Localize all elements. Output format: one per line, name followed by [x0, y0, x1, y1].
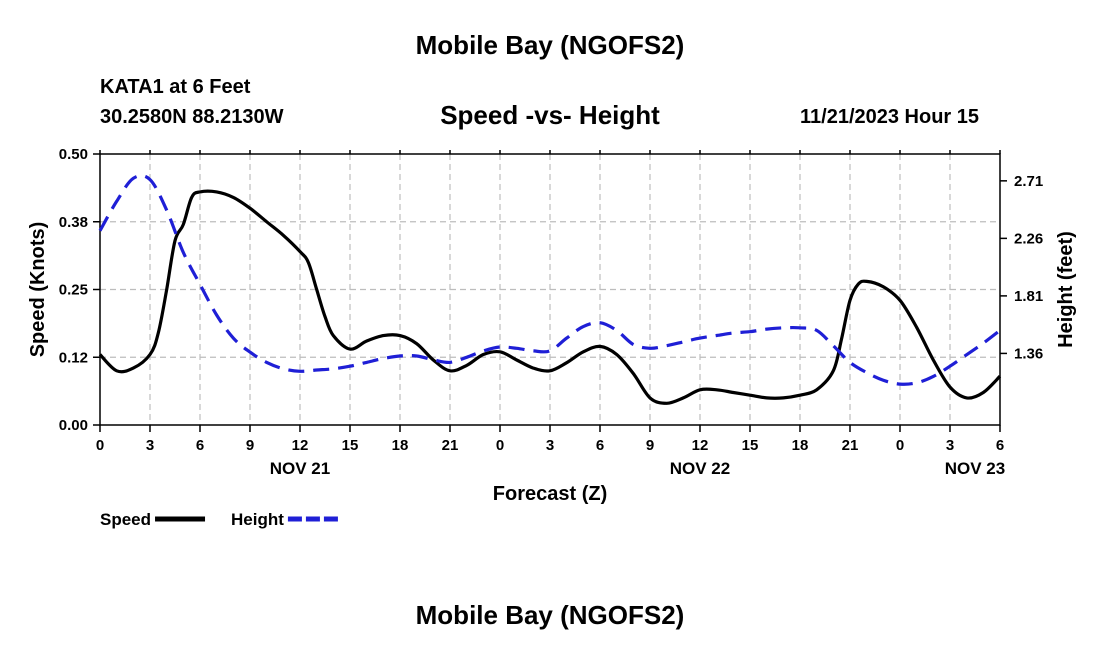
y2-tick-label: 1.36	[1014, 345, 1043, 362]
y-tick-label: 0.25	[59, 282, 88, 299]
x-tick-label: 21	[842, 437, 859, 454]
x-axis-title: Forecast (Z)	[493, 483, 607, 505]
station-label: KATA1 at 6 Feet	[100, 76, 251, 98]
y-axis-title: Speed (Knots)	[27, 222, 49, 358]
datetime-label: 11/21/2023 Hour 15	[800, 106, 980, 128]
footer-title: Mobile Bay (NGOFS2)	[415, 600, 685, 630]
x-tick-label: 3	[146, 437, 154, 454]
x-tick-label: 3	[946, 437, 954, 454]
x-tick-label: 9	[646, 437, 654, 454]
x-tick-label: 3	[546, 437, 554, 454]
x-tick-label: 18	[792, 437, 809, 454]
y-tick-label: 0.50	[59, 146, 88, 163]
height-line	[98, 173, 1001, 386]
x-tick-label: 21	[442, 437, 459, 454]
legend-label: Speed	[100, 510, 151, 529]
x-tick-label: 15	[342, 437, 359, 454]
x-tick-label: 6	[596, 437, 604, 454]
x-tick-label: 9	[246, 437, 254, 454]
chart-subtitle: Speed -vs- Height	[440, 100, 660, 130]
x-tick-label: 12	[292, 437, 309, 454]
y-tick-label: 0.12	[59, 349, 88, 366]
x-tick-label: 12	[692, 437, 709, 454]
y-tick-label: 0.38	[59, 214, 88, 231]
legend: Speed Height	[100, 510, 338, 529]
x-tick-label: 0	[896, 437, 904, 454]
day-label: NOV 23	[945, 459, 1005, 478]
axis-labels: 0 3 6 9 12 15 18 21 0 3 6 9 12 15 18 21 0 3 6 0.00 0.12 0.25 0…	[27, 146, 1077, 505]
grid	[100, 154, 1000, 425]
x-tick-label: 6	[996, 437, 1004, 454]
y2-tick-label: 1.81	[1014, 288, 1043, 305]
axis-ticks	[93, 150, 1007, 432]
x-tick-label: 18	[392, 437, 409, 454]
day-label: NOV 21	[270, 459, 330, 478]
x-tick-label: 6	[196, 437, 204, 454]
series-lines	[98, 173, 1002, 405]
y2-axis-title: Height (feet)	[1055, 231, 1077, 348]
x-tick-label: 0	[96, 437, 104, 454]
speed-line	[98, 189, 1002, 405]
x-tick-label: 0	[496, 437, 504, 454]
day-label: NOV 22	[670, 459, 730, 478]
legend-label: Height	[231, 510, 284, 529]
y2-tick-label: 2.26	[1014, 230, 1043, 247]
x-tick-label: 15	[742, 437, 759, 454]
y-tick-label: 0.00	[59, 417, 88, 434]
chart-title: Mobile Bay (NGOFS2)	[415, 30, 685, 60]
coordinates-label: 30.2580N 88.2130W	[100, 106, 284, 128]
y2-tick-label: 2.71	[1014, 173, 1043, 190]
